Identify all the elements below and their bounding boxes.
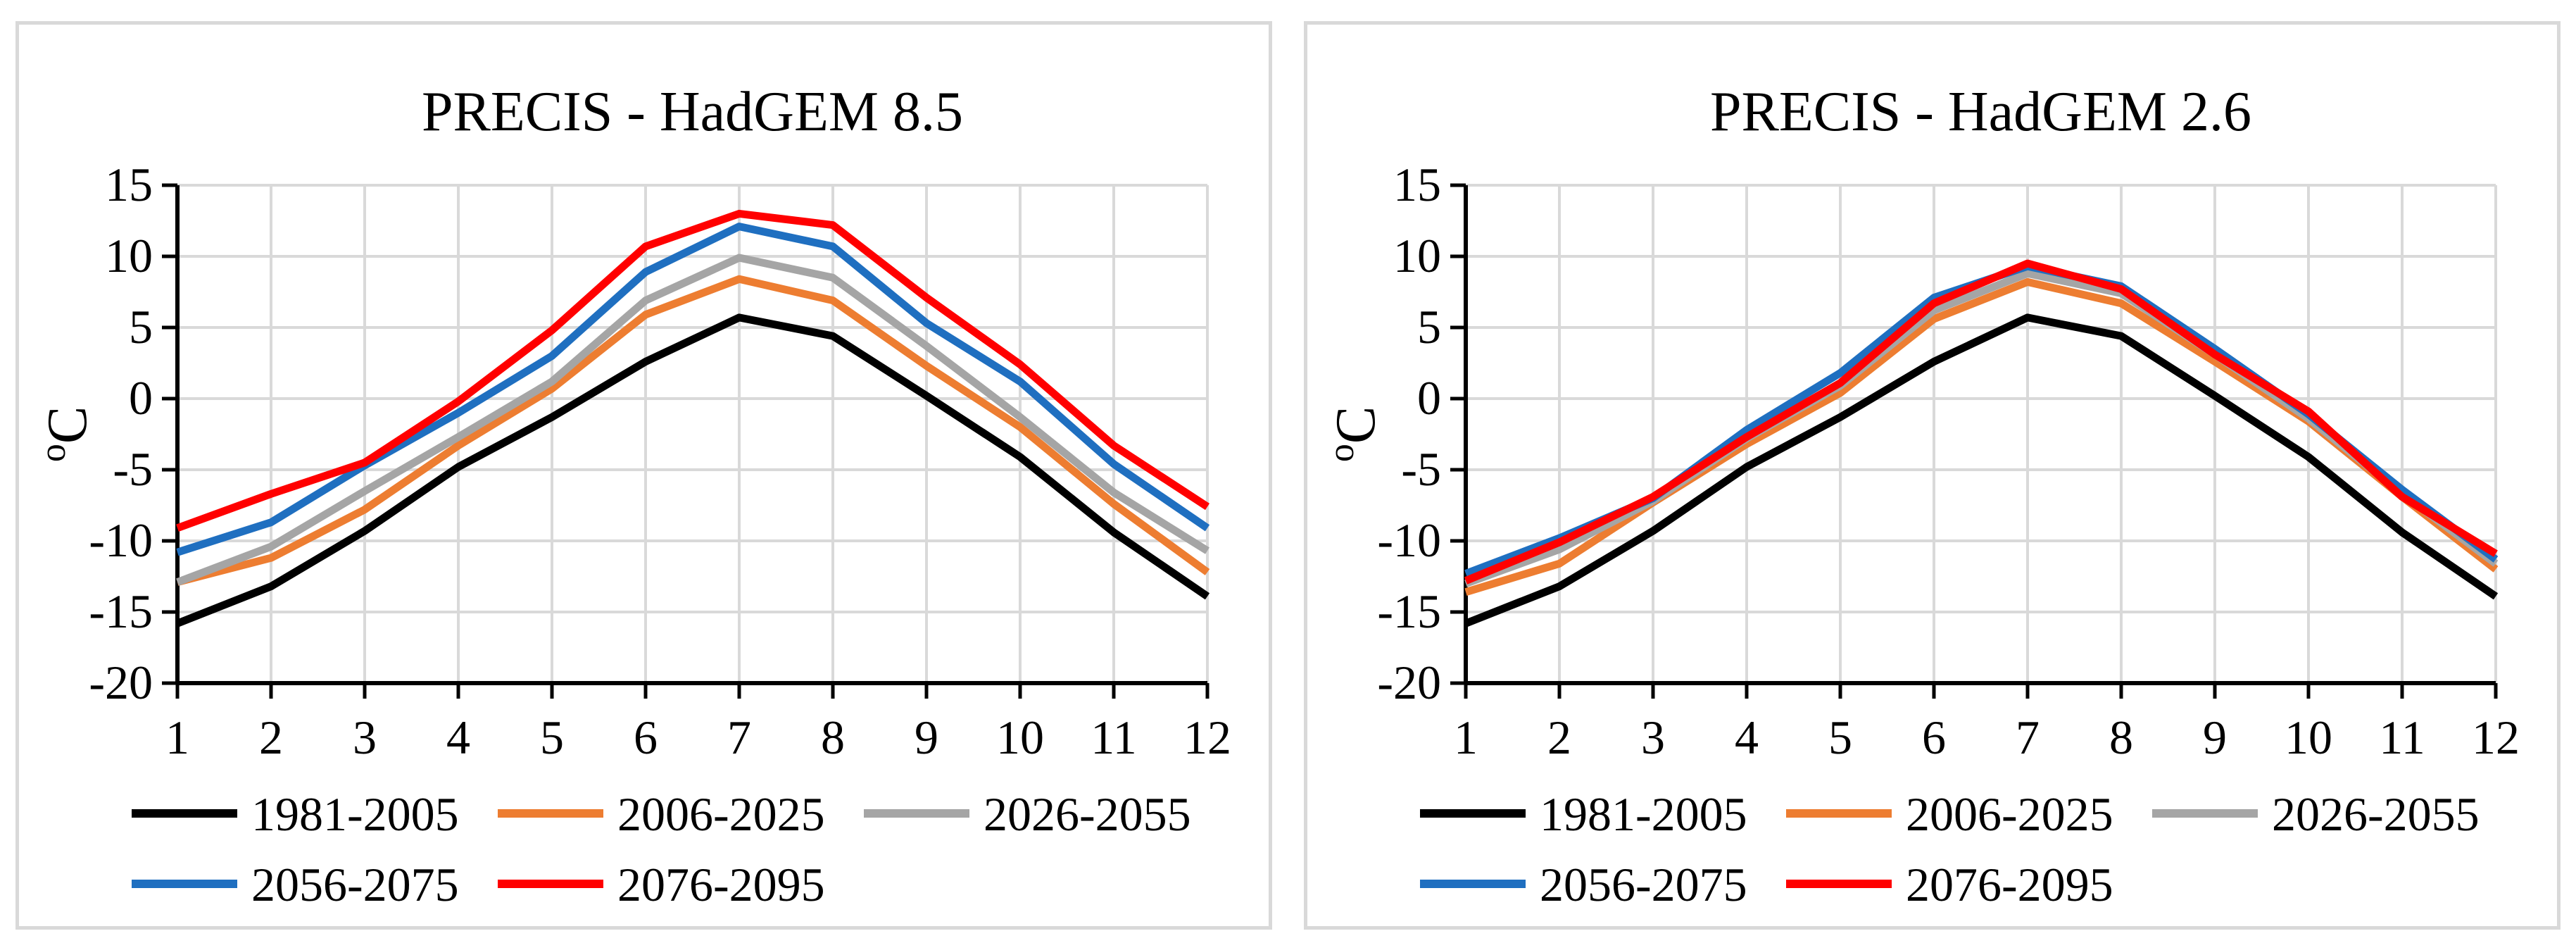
chart-panel-left: PRECIS - HadGEM 8.5 1 2 3 4 5 6 7 8 9 10 11 12 15 10 5 0…	[15, 21, 1272, 930]
chart1-series-1981-2005	[175, 313, 1210, 627]
chart1-ytick-label: 0	[129, 371, 153, 425]
chart2-xtick-label: 4	[1735, 711, 1759, 764]
chart-panel-right: PRECIS - HadGEM 2.6 1 2 3 4 5 6 7 8 9 10 11 12 15 10 5 0…	[1304, 21, 2561, 930]
legend-label-2076-2095: 2076-2095	[617, 858, 825, 911]
chart1-xtick-label: 8	[821, 711, 845, 764]
chart2-xtick-label: 5	[1828, 711, 1852, 764]
chart1-xtick-label: 4	[446, 711, 470, 764]
chart1-ytick-label: 15	[105, 158, 153, 211]
chart2-xtick-label: 2	[1547, 711, 1571, 764]
legend-label-2076-2095: 2076-2095	[1906, 858, 2113, 911]
legend-label-2026-2055: 2026-2055	[984, 787, 1191, 841]
chart1-ytick-label: -10	[89, 513, 153, 567]
chart1-ylabel-degree: o	[33, 444, 73, 462]
chart2-xtick-label: 8	[2109, 711, 2133, 764]
legend-label-2056-2075: 2056-2075	[251, 858, 459, 911]
chart2-ylabel: oC	[1321, 406, 1387, 462]
chart1-xtick-label: 10	[996, 711, 1044, 764]
chart2-ytick-label: 0	[1417, 371, 1441, 425]
chart2-xtick-label: 6	[1922, 711, 1946, 764]
legend-label-2056-2075: 2056-2075	[1540, 858, 1747, 911]
chart1-ytick-label: -5	[113, 442, 153, 496]
legend-label-1981-2005: 1981-2005	[1540, 787, 1747, 841]
chart1-xtick-label: 11	[1091, 711, 1136, 764]
chart1-series-2056-2075	[176, 223, 1210, 556]
chart1-xtick-label: 6	[634, 711, 658, 764]
chart2-xtick-label: 11	[2379, 711, 2425, 764]
chart2-ytick-label: -10	[1377, 513, 1441, 567]
legend-label-2006-2025: 2006-2025	[1906, 787, 2113, 841]
legend-label-2006-2025: 2006-2025	[617, 787, 825, 841]
chart2-series-1981-2005	[1464, 313, 2499, 627]
chart1-xtick-label: 2	[259, 711, 283, 764]
chart1-ytick-label: 10	[105, 229, 153, 282]
chart2-ylabel-degree: o	[1321, 444, 1362, 462]
chart1-ylabel: oC	[33, 406, 99, 462]
chart1-xtick-label: 7	[727, 711, 751, 764]
chart1-title: PRECIS - HadGEM 8.5	[422, 81, 963, 143]
chart2-xtick-label: 1	[1454, 711, 1478, 764]
chart1-series-2026-2055	[176, 254, 1210, 586]
chart2-series-2026-2055	[1464, 269, 2499, 587]
chart2-ytick-label: 15	[1393, 158, 1441, 211]
chart2-ytick-label: 5	[1417, 300, 1441, 354]
chart1-xtick-label: 1	[165, 711, 189, 764]
chart1-series-2006-2025	[176, 275, 1210, 586]
legend-label-1981-2005: 1981-2005	[251, 787, 459, 841]
chart1-xtick-label: 9	[915, 711, 938, 764]
chart1-xtick-label: 12	[1183, 711, 1231, 764]
chart1-ylabel-unit: C	[37, 406, 99, 444]
chart1-ytick-label: -20	[89, 656, 153, 709]
chart-svg-left: PRECIS - HadGEM 8.51 2 3 4 5 6 7 8 9 10 11 12151050…	[33, 81, 1231, 911]
chart2-ylabel-unit: C	[1325, 406, 1387, 444]
chart2-ytick-label: -20	[1377, 656, 1441, 709]
chart2-title: PRECIS - HadGEM 2.6	[1710, 81, 2251, 143]
chart2-series-2076-2095	[1464, 259, 2498, 585]
chart1-xtick-label: 5	[540, 711, 564, 764]
chart2-xtick-label: 7	[2016, 711, 2040, 764]
chart2-xtick-label: 9	[2203, 711, 2227, 764]
chart2-ytick-label: -5	[1401, 442, 1441, 496]
chart2-xtick-label: 3	[1641, 711, 1665, 764]
chart1-xtick-label: 3	[353, 711, 377, 764]
chart1-ytick-label: -15	[89, 585, 153, 638]
chart2-ytick-label: 10	[1393, 229, 1441, 282]
chart2-xtick-label: 10	[2285, 711, 2332, 764]
chart1-ytick-label: 5	[129, 300, 153, 354]
chart2-xtick-label: 12	[2472, 711, 2520, 764]
chart2-ytick-label: -15	[1377, 585, 1441, 638]
chart-svg-right: PRECIS - HadGEM 2.61 2 3 4 5 6 7 8 9 10 11 12151050…	[1321, 81, 2520, 911]
legend-label-2026-2055: 2026-2055	[2272, 787, 2480, 841]
chart1-series-2076-2095	[176, 209, 1210, 532]
